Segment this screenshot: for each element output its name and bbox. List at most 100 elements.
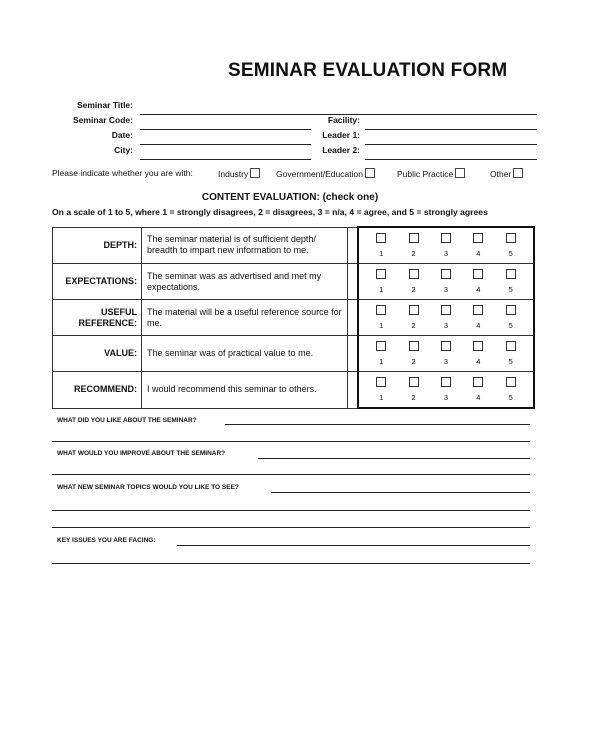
rating-option[interactable]: 3 bbox=[440, 305, 451, 330]
rating-option[interactable]: 4 bbox=[473, 377, 484, 402]
seminar-title-label: Seminar Title: bbox=[76, 100, 133, 110]
checkbox[interactable] bbox=[473, 305, 484, 315]
option-other[interactable]: Other bbox=[490, 168, 524, 179]
rating-option[interactable]: 5 bbox=[505, 233, 516, 258]
checkbox[interactable] bbox=[376, 269, 387, 279]
rating-number: 3 bbox=[443, 393, 449, 402]
answer-topics-line-3[interactable] bbox=[52, 527, 530, 528]
rating-option[interactable]: 5 bbox=[505, 305, 516, 330]
checkbox[interactable] bbox=[408, 341, 419, 351]
rating-option[interactable]: 2 bbox=[408, 269, 419, 294]
seminar-code-field[interactable] bbox=[140, 129, 311, 130]
checkbox[interactable] bbox=[473, 269, 484, 279]
rating-option[interactable]: 2 bbox=[408, 305, 419, 330]
option-label: Public Practice bbox=[397, 169, 454, 179]
rating-option[interactable]: 2 bbox=[408, 341, 419, 366]
rating-option[interactable]: 1 bbox=[376, 269, 387, 294]
rating-number: 1 bbox=[379, 393, 384, 402]
seminar-code-label: Seminar Code: bbox=[73, 115, 133, 125]
checkbox[interactable] bbox=[440, 233, 451, 243]
option-industry[interactable]: Industry bbox=[218, 168, 261, 179]
rating-option[interactable]: 5 bbox=[505, 341, 516, 366]
checkbox[interactable] bbox=[440, 269, 451, 279]
rating-option[interactable]: 1 bbox=[376, 233, 387, 258]
content-evaluation-heading: CONTENT EVALUATION: (check one) bbox=[201, 192, 379, 203]
rating-number: 5 bbox=[508, 393, 513, 402]
rating-option[interactable]: 5 bbox=[505, 377, 516, 402]
rating-number: 1 bbox=[379, 321, 384, 330]
answer-like-line[interactable] bbox=[225, 424, 530, 425]
rating-option[interactable]: 3 bbox=[440, 233, 451, 258]
option-label: Industry bbox=[218, 169, 249, 179]
row-statement: I would recommend this seminar to others… bbox=[141, 371, 348, 409]
rating-option[interactable]: 2 bbox=[408, 233, 419, 258]
rating-option[interactable]: 1 bbox=[376, 305, 387, 330]
checkbox[interactable] bbox=[408, 233, 419, 243]
checkbox[interactable] bbox=[440, 305, 451, 315]
question-topics: WHAT NEW SEMINAR TOPICS WOULD YOU LIKE T… bbox=[57, 484, 239, 491]
checkbox[interactable] bbox=[505, 305, 516, 315]
checkbox[interactable] bbox=[513, 168, 524, 178]
rating-number: 3 bbox=[443, 249, 449, 258]
checkbox[interactable] bbox=[376, 233, 387, 243]
checkbox[interactable] bbox=[364, 168, 375, 178]
checkbox[interactable] bbox=[505, 233, 516, 243]
rating-option[interactable]: 4 bbox=[473, 233, 484, 258]
checkbox[interactable] bbox=[376, 305, 387, 315]
row-statement: The seminar was of practical value to me… bbox=[141, 335, 348, 372]
rating-option[interactable]: 5 bbox=[505, 269, 516, 294]
checkbox[interactable] bbox=[505, 269, 516, 279]
answer-improve-line[interactable] bbox=[258, 458, 530, 459]
date-field[interactable] bbox=[140, 144, 311, 145]
option-public-practice[interactable]: Public Practice bbox=[397, 168, 466, 179]
checkbox[interactable] bbox=[473, 341, 484, 351]
checkbox[interactable] bbox=[455, 168, 466, 178]
rating-number: 2 bbox=[411, 357, 416, 366]
checkbox[interactable] bbox=[505, 377, 516, 387]
seminar-title-field[interactable] bbox=[140, 114, 537, 115]
rating-option[interactable]: 1 bbox=[376, 341, 387, 366]
rating-option[interactable]: 2 bbox=[408, 377, 419, 402]
checkbox[interactable] bbox=[473, 377, 484, 387]
answer-improve-line-2[interactable] bbox=[52, 474, 530, 475]
table-row: VALUE: The seminar was of practical value… bbox=[52, 335, 535, 372]
question-improve: WHAT WOULD YOU IMPROVE ABOUT THE SEMINAR… bbox=[57, 450, 226, 457]
rating-option[interactable]: 4 bbox=[473, 305, 484, 330]
rating-option[interactable]: 4 bbox=[473, 269, 484, 294]
leader2-field[interactable] bbox=[365, 159, 537, 160]
checkbox[interactable] bbox=[440, 341, 451, 351]
rating-number: 5 bbox=[508, 357, 513, 366]
rating-option[interactable]: 3 bbox=[440, 341, 451, 366]
rating-option[interactable]: 4 bbox=[473, 341, 484, 366]
answer-topics-line[interactable] bbox=[271, 492, 530, 493]
checkbox[interactable] bbox=[473, 233, 484, 243]
rating-option[interactable]: 1 bbox=[376, 377, 387, 402]
answer-like-line-2[interactable] bbox=[52, 441, 530, 442]
row-label: DEPTH: bbox=[52, 226, 142, 264]
rating-number: 2 bbox=[411, 249, 416, 258]
rating-number: 1 bbox=[379, 357, 384, 366]
leader1-field[interactable] bbox=[365, 144, 537, 145]
scale-note: On a scale of 1 to 5, where 1 = strongly… bbox=[52, 207, 488, 217]
checkbox[interactable] bbox=[376, 341, 387, 351]
rating-option[interactable]: 3 bbox=[440, 377, 451, 402]
checkbox[interactable] bbox=[250, 168, 261, 178]
rating-number: 5 bbox=[508, 249, 513, 258]
facility-field[interactable] bbox=[365, 129, 537, 130]
rating-number: 4 bbox=[476, 393, 481, 402]
checkbox[interactable] bbox=[376, 377, 387, 387]
city-field[interactable] bbox=[140, 159, 311, 160]
leader1-label: Leader 1: bbox=[322, 130, 360, 140]
checkbox[interactable] bbox=[408, 377, 419, 387]
checkbox[interactable] bbox=[408, 305, 419, 315]
rating-option[interactable]: 3 bbox=[440, 269, 451, 294]
answer-key-issues-line[interactable] bbox=[177, 545, 530, 546]
answer-topics-line-2[interactable] bbox=[52, 510, 530, 511]
question-key-issues: KEY ISSUES YOU ARE FACING: bbox=[57, 537, 156, 544]
option-label: Government/Education bbox=[276, 169, 363, 179]
answer-key-issues-line-2[interactable] bbox=[52, 563, 530, 564]
checkbox[interactable] bbox=[505, 341, 516, 351]
option-government-education[interactable]: Government/Education bbox=[276, 168, 375, 179]
checkbox[interactable] bbox=[408, 269, 419, 279]
checkbox[interactable] bbox=[440, 377, 451, 387]
